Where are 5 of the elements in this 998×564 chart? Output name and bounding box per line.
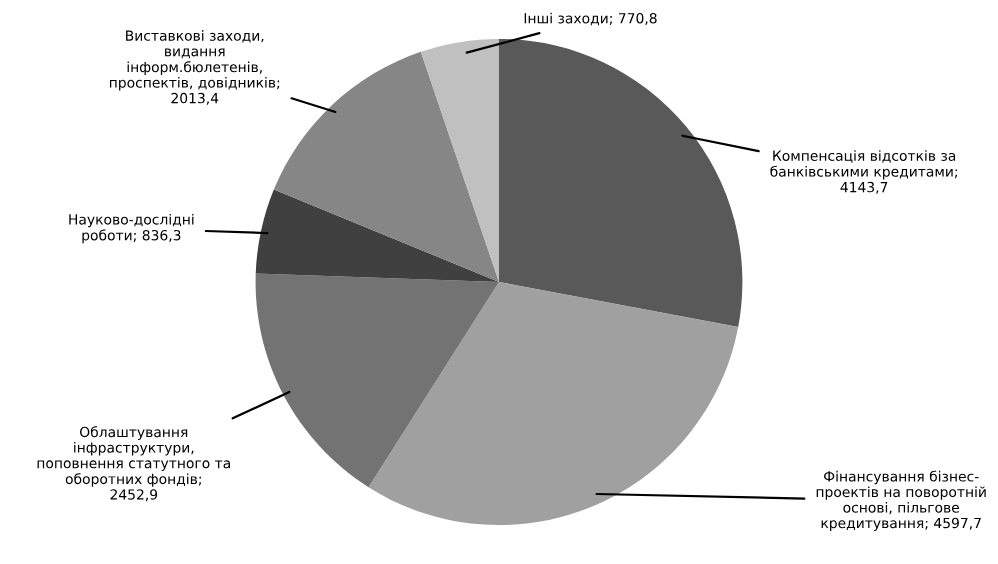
pie-slice	[255, 189, 499, 282]
pie-slice	[255, 273, 499, 488]
pie-slice	[499, 38, 743, 328]
pie-slice	[368, 282, 739, 526]
pie-slice	[420, 38, 499, 282]
